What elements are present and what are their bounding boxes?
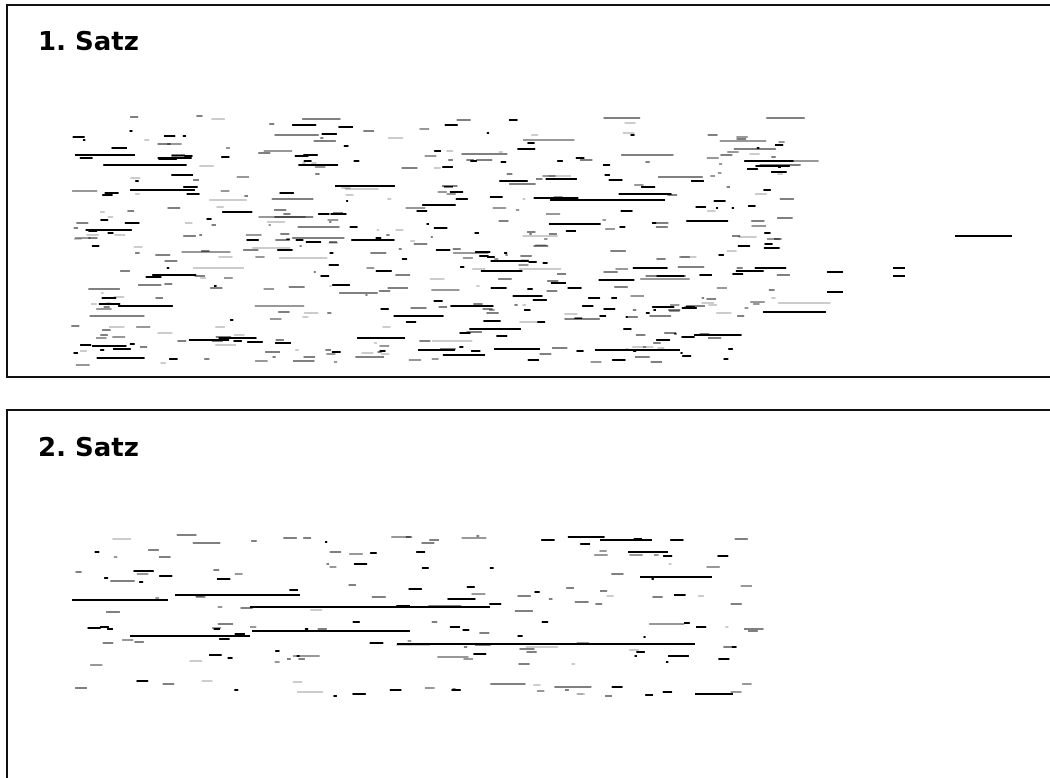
piano-roll-view: 1. Satz 2. Satz: [0, 0, 1050, 778]
movement-panel: 1. Satz: [7, 5, 1050, 377]
movement-panel: 2. Satz: [7, 410, 1050, 778]
panel-title: 1. Satz: [38, 27, 139, 57]
panel-title: 2. Satz: [38, 433, 139, 463]
page: 1. Satz 2. Satz (() => { const data = JS…: [0, 0, 1050, 778]
panel-frame: [7, 410, 1050, 778]
